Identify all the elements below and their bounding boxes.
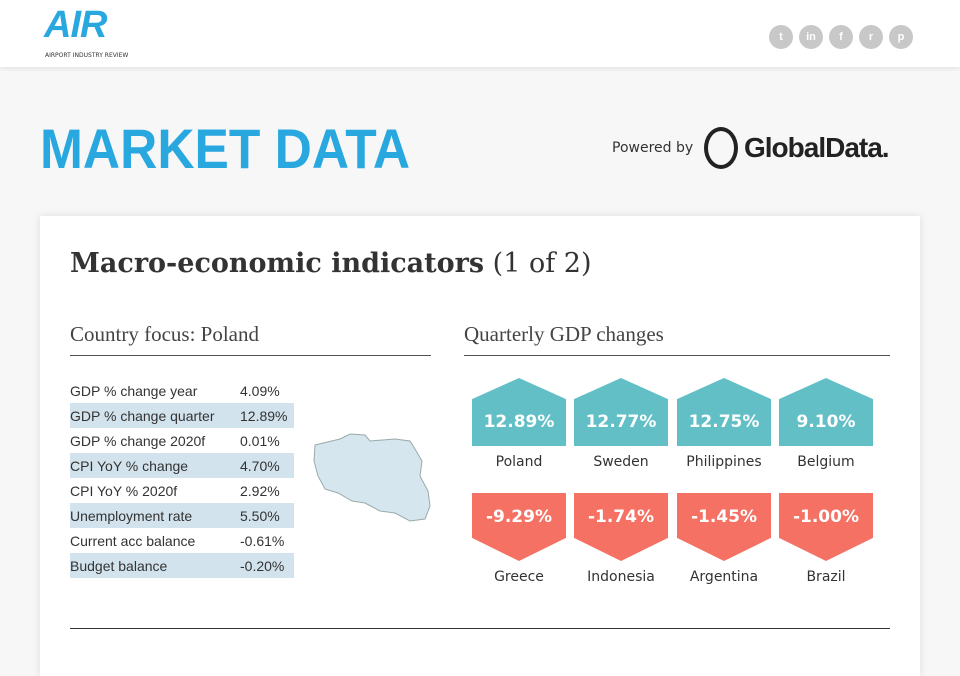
gdp-tile-positive: 12.75% Philippines (677, 378, 771, 470)
gdp-tile-negative: -1.00% Brazil (779, 493, 873, 585)
divider (70, 628, 890, 629)
page-title: MARKET DATA (40, 117, 411, 180)
pinterest-icon[interactable]: p (889, 25, 913, 49)
twitter-icon[interactable]: t (769, 25, 793, 49)
gdp-tile-negative: -1.74% Indonesia (574, 493, 668, 585)
gdp-tile-positive: 12.77% Sweden (574, 378, 668, 470)
gdp-tile-positive: 12.89% Poland (472, 378, 566, 470)
indicator-table: GDP % change year 4.09% GDP % change quar… (70, 378, 294, 578)
top-bar: AIR AIRPORT INDUSTRY REVIEW t in f r p (0, 0, 960, 67)
table-row: GDP % change quarter 12.89% (70, 403, 294, 428)
gdp-tile-negative: -9.29% Greece (472, 493, 566, 585)
facebook-icon[interactable]: f (829, 25, 853, 49)
globaldata-logo[interactable]: GlobalData. (704, 127, 890, 169)
table-row: CPI YoY % change 4.70% (70, 453, 294, 478)
social-links: t in f r p (769, 25, 913, 49)
globaldata-mark-icon (704, 127, 738, 169)
table-row: GDP % change 2020f 0.01% (70, 432, 280, 449)
poland-map (313, 433, 431, 522)
macro-card: Macro-economic indicators (1 of 2) Count… (40, 216, 920, 676)
table-row: GDP % change year 4.09% (70, 382, 280, 399)
air-logo[interactable]: AIR AIRPORT INDUSTRY REVIEW (44, 4, 129, 59)
table-row: Budget balance -0.20% (70, 553, 294, 578)
table-row: Current acc balance -0.61% (70, 532, 285, 549)
card-title: Macro-economic indicators (1 of 2) (70, 248, 592, 279)
reddit-icon[interactable]: r (859, 25, 883, 49)
powered-by-label: Powered by (612, 140, 694, 156)
country-focus-heading: Country focus: Poland (70, 322, 431, 356)
table-row: Unemployment rate 5.50% (70, 503, 294, 528)
gdp-heading: Quarterly GDP changes (464, 322, 890, 356)
linkedin-icon[interactable]: in (799, 25, 823, 49)
gdp-tile-positive: 9.10% Belgium (779, 378, 873, 470)
table-row: CPI YoY % 2020f 2.92% (70, 482, 280, 499)
gdp-tile-negative: -1.45% Argentina (677, 493, 771, 585)
